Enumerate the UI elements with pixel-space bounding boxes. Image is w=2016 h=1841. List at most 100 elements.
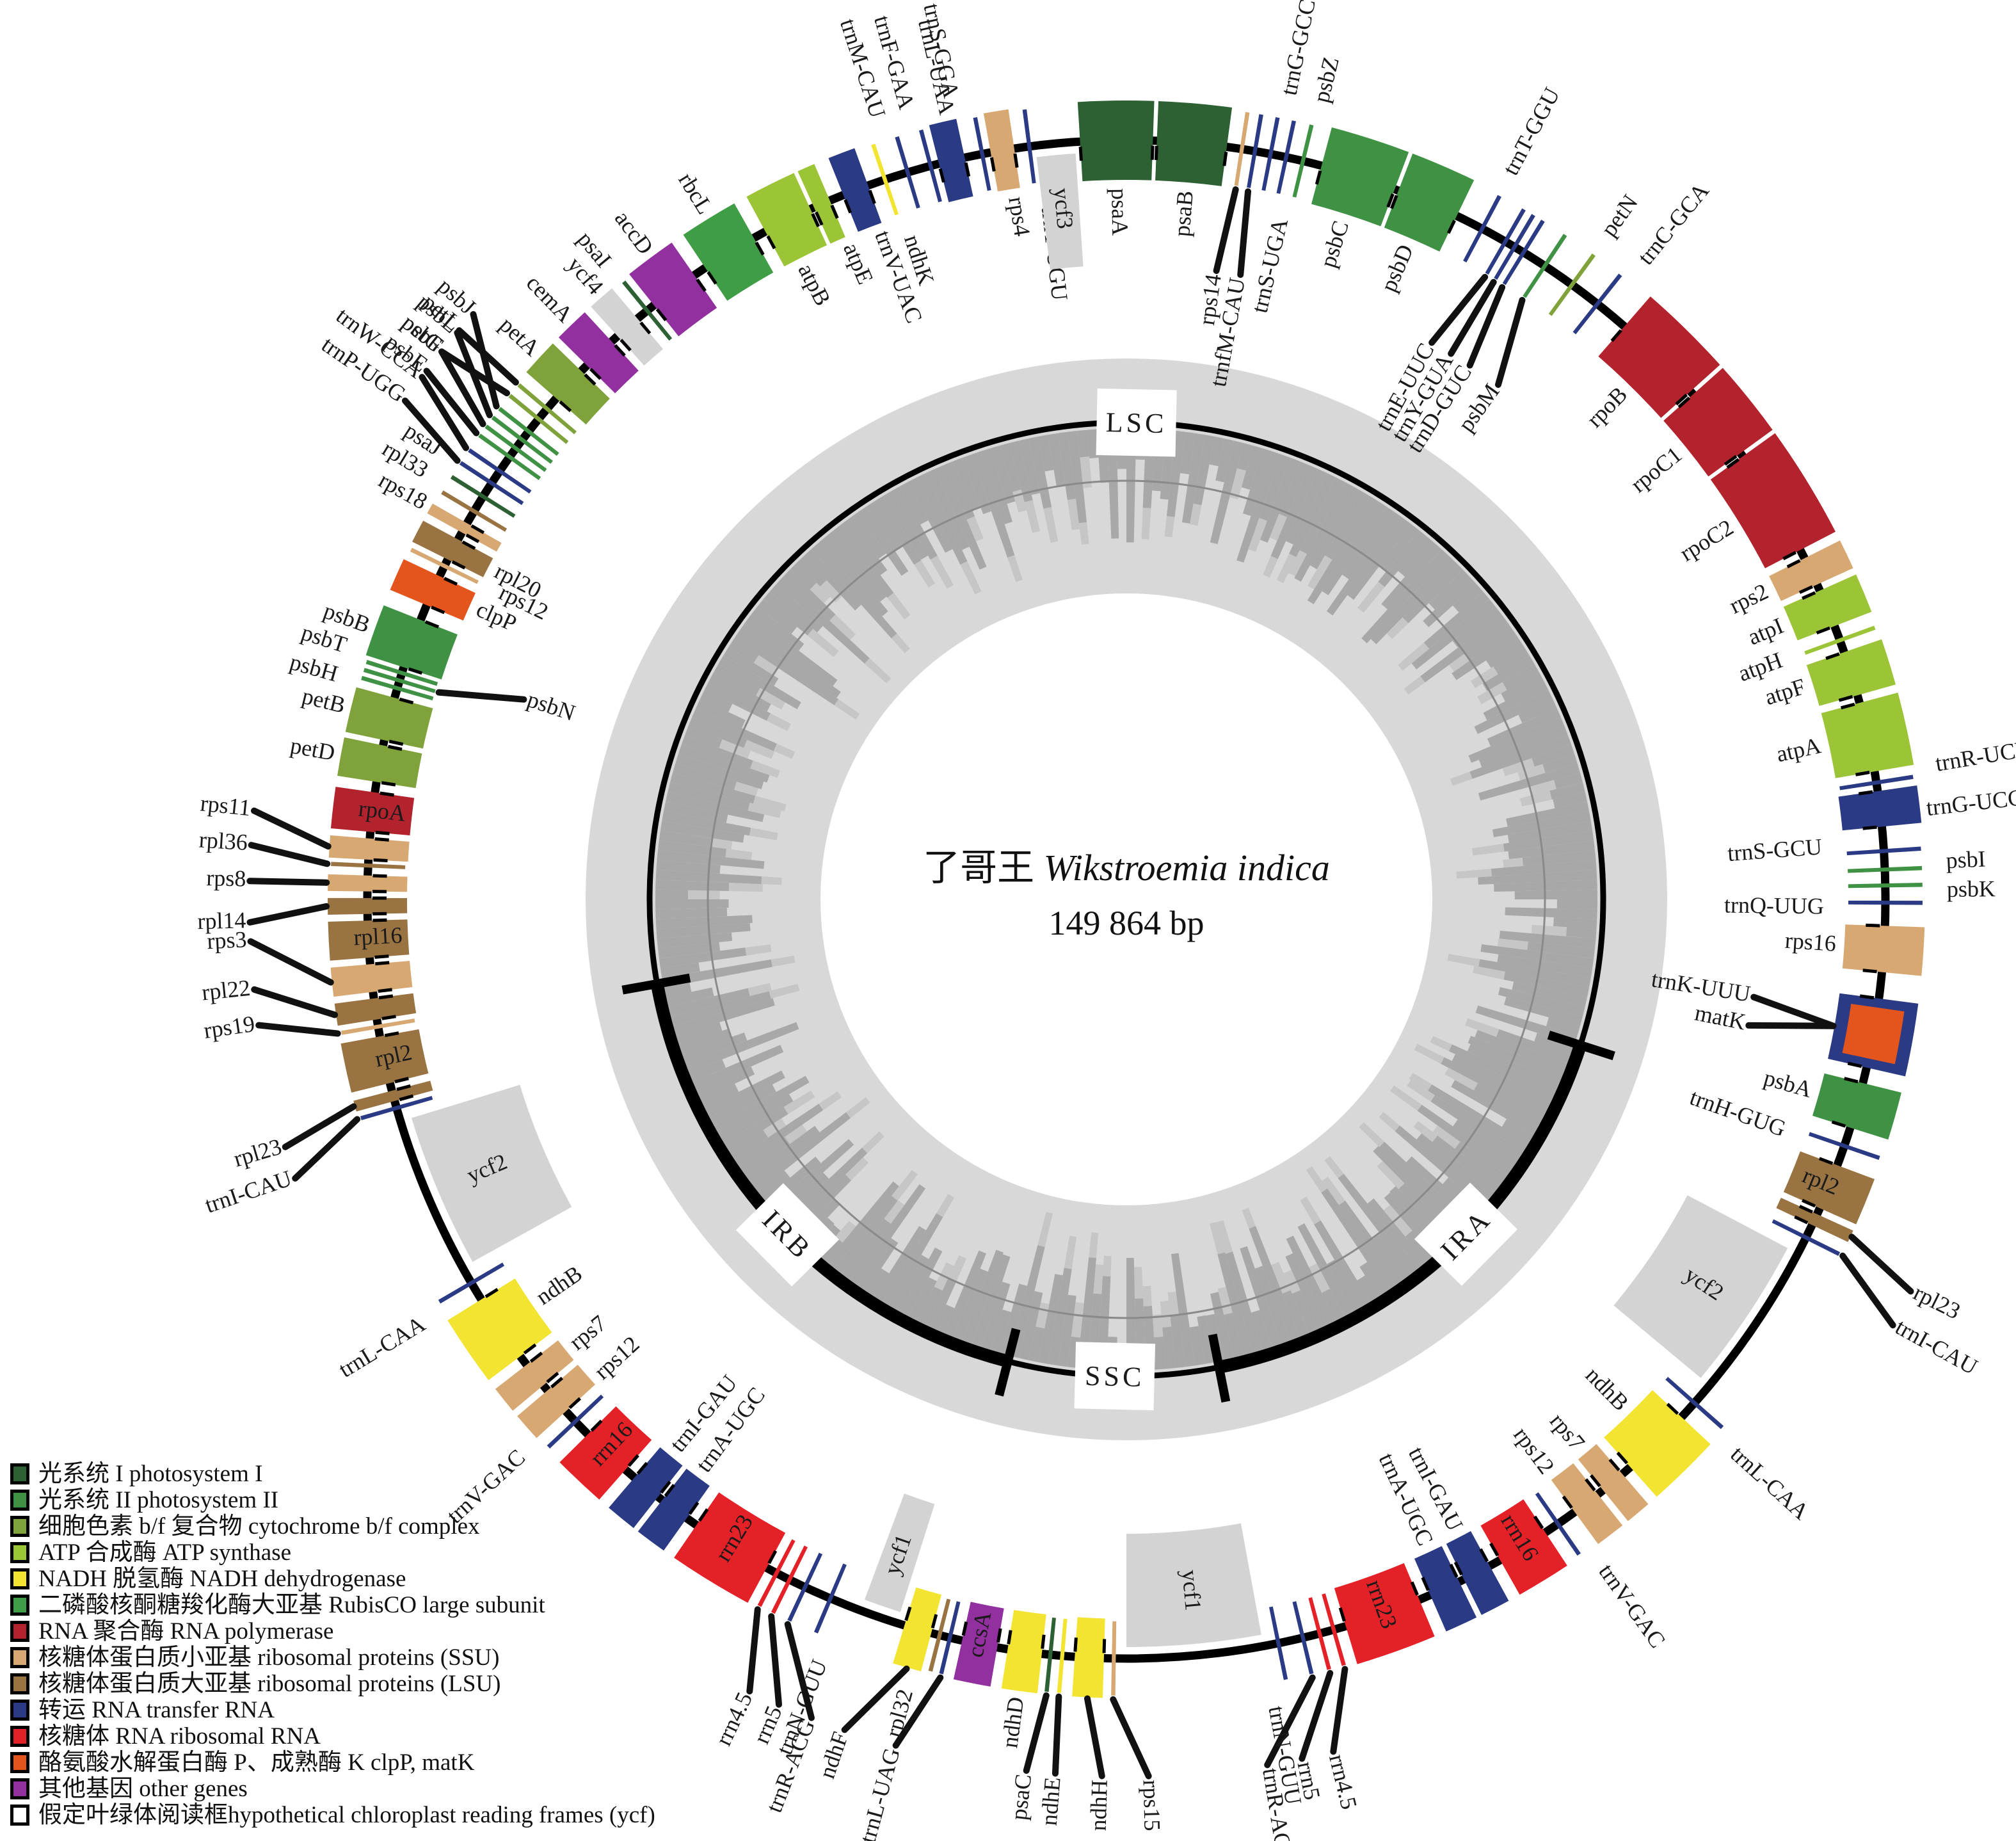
gc-bar-light xyxy=(1386,617,1409,639)
gene-tick xyxy=(584,373,596,386)
gc-bar xyxy=(657,932,733,949)
gc-bar xyxy=(1501,672,1544,702)
leader-matK xyxy=(1745,1022,1837,1029)
gc-bar-light xyxy=(1064,1235,1077,1269)
gc-bar-light xyxy=(1530,780,1556,795)
legend-swatch-lsu xyxy=(10,1673,29,1694)
legend-label: 酪氨酸水解蛋白酶 P、成熟酶 K clpP, matK xyxy=(38,1749,475,1776)
gc-bar xyxy=(1455,1141,1508,1184)
legend-swatch-atp xyxy=(10,1542,29,1563)
gene-label-rps2: rps2 xyxy=(1725,579,1772,619)
gene-label-psaB: psaB xyxy=(1169,189,1198,237)
gc-bar xyxy=(865,1268,890,1298)
gc-bar xyxy=(842,1218,891,1281)
gc-bar-light xyxy=(748,983,772,997)
gene-tick xyxy=(1386,193,1395,208)
gene-label-cemA: cemA xyxy=(522,270,578,328)
gc-bar xyxy=(1532,744,1574,767)
gc-bar xyxy=(1503,971,1589,998)
gc-bar xyxy=(1546,1017,1580,1036)
gc-bar-light xyxy=(1357,581,1385,613)
gene-sector-rps16 xyxy=(1842,924,1925,976)
gene-sector-ndhE xyxy=(1057,1618,1068,1693)
gene-tick xyxy=(394,1077,409,1084)
gene-tick xyxy=(1855,771,1870,776)
gene-tick xyxy=(1831,1120,1846,1128)
gc-bar-light xyxy=(1078,522,1089,545)
gene-tick xyxy=(1446,220,1456,234)
gc-bar xyxy=(1048,1267,1072,1366)
gc-bar xyxy=(819,1236,843,1263)
gc-bar xyxy=(1279,461,1309,517)
gene-sector-psbM xyxy=(1523,234,1567,298)
gc-bar-light xyxy=(1398,642,1430,671)
gc-bar-light xyxy=(1210,1221,1225,1255)
gc-bar xyxy=(1270,465,1318,559)
gc-bar xyxy=(953,458,980,510)
gc-bar xyxy=(934,465,987,570)
gene-tick xyxy=(1421,1577,1430,1591)
gc-bar-light xyxy=(1024,500,1041,533)
gc-bar xyxy=(1326,512,1404,616)
gc-bar-light xyxy=(1242,1207,1256,1229)
leader-trnE-UUC xyxy=(1428,273,1489,346)
gene-sector-rpl23 xyxy=(1776,1198,1853,1242)
gc-bar xyxy=(1496,1029,1572,1064)
gc-bar xyxy=(696,698,746,728)
legend-swatch-other xyxy=(10,1778,29,1799)
gene-sector-trnI-GAU xyxy=(1446,1531,1509,1615)
leader-rrn4.5 xyxy=(746,1606,761,1695)
legend-swatch-rrna xyxy=(10,1726,29,1747)
gene-tick xyxy=(614,344,626,357)
gene-label-psbK: psbK xyxy=(1947,876,1996,902)
gene-sector-rpl2 xyxy=(340,1029,429,1093)
gc-bar xyxy=(1451,1080,1539,1135)
gc-bar xyxy=(971,451,1015,558)
gc-bar xyxy=(1398,536,1434,577)
gc-bar xyxy=(1077,430,1089,458)
gc-bar xyxy=(1251,1310,1272,1351)
gc-bar-light xyxy=(1276,553,1297,583)
gc-bar xyxy=(1553,791,1587,808)
gene-sector-trnC-GCA xyxy=(1572,273,1622,335)
gc-bar-light xyxy=(960,561,982,595)
gene-sector-rrn5 xyxy=(1308,1597,1331,1670)
gc-bar-light xyxy=(1067,499,1080,531)
gc-bar-light xyxy=(748,802,781,818)
gene-sector-trnL-CAA xyxy=(438,1262,505,1304)
gc-bar xyxy=(1241,446,1263,490)
leader-rpl23 xyxy=(1848,1234,1914,1295)
leader-ndhE xyxy=(1052,1693,1062,1777)
gc-bar xyxy=(1285,1253,1327,1330)
gene-tick xyxy=(1675,393,1688,406)
leader-rpl23 xyxy=(282,1103,357,1150)
gc-bar xyxy=(1322,1289,1345,1322)
gene-sector-trnA-UGC xyxy=(1414,1546,1477,1632)
gc-bar xyxy=(899,1247,943,1317)
leader-petL xyxy=(456,327,519,386)
gc-bar-light xyxy=(819,1091,842,1111)
gc-bar xyxy=(1297,1223,1354,1317)
gene-label-rpl32: rpl32 xyxy=(880,1686,918,1740)
gene-label-rpl23: rpl23 xyxy=(1910,1280,1965,1324)
gc-bar-light xyxy=(1407,1080,1435,1102)
gene-sector-ndhK xyxy=(871,143,899,216)
gene-sector-rps19 xyxy=(341,1018,415,1035)
gc-bar xyxy=(658,840,727,858)
gene-tick xyxy=(639,321,652,335)
gc-bar xyxy=(745,1125,820,1184)
gc-bar xyxy=(1475,1030,1568,1073)
gc-bar xyxy=(849,512,886,559)
gene-label-trnS-UGA: trnS-UGA xyxy=(1247,216,1293,315)
legend-item-cytb6f: 细胞色素 b/f 复合物 cytochrome b/f complex xyxy=(10,1513,655,1540)
gc-bar-light xyxy=(1477,682,1507,705)
gene-tick xyxy=(868,189,876,204)
gene-label-trnQ-UUG: trnQ-UUG xyxy=(1724,892,1824,919)
gene-tick xyxy=(1677,396,1691,408)
gc-bar-light xyxy=(1404,676,1425,695)
gc-bar-light xyxy=(891,633,910,654)
gene-tick xyxy=(424,620,440,629)
gc-bar xyxy=(1508,840,1595,860)
legend-swatch-ps2 xyxy=(10,1490,29,1511)
gene-sector-trnI-GAU xyxy=(609,1447,683,1529)
